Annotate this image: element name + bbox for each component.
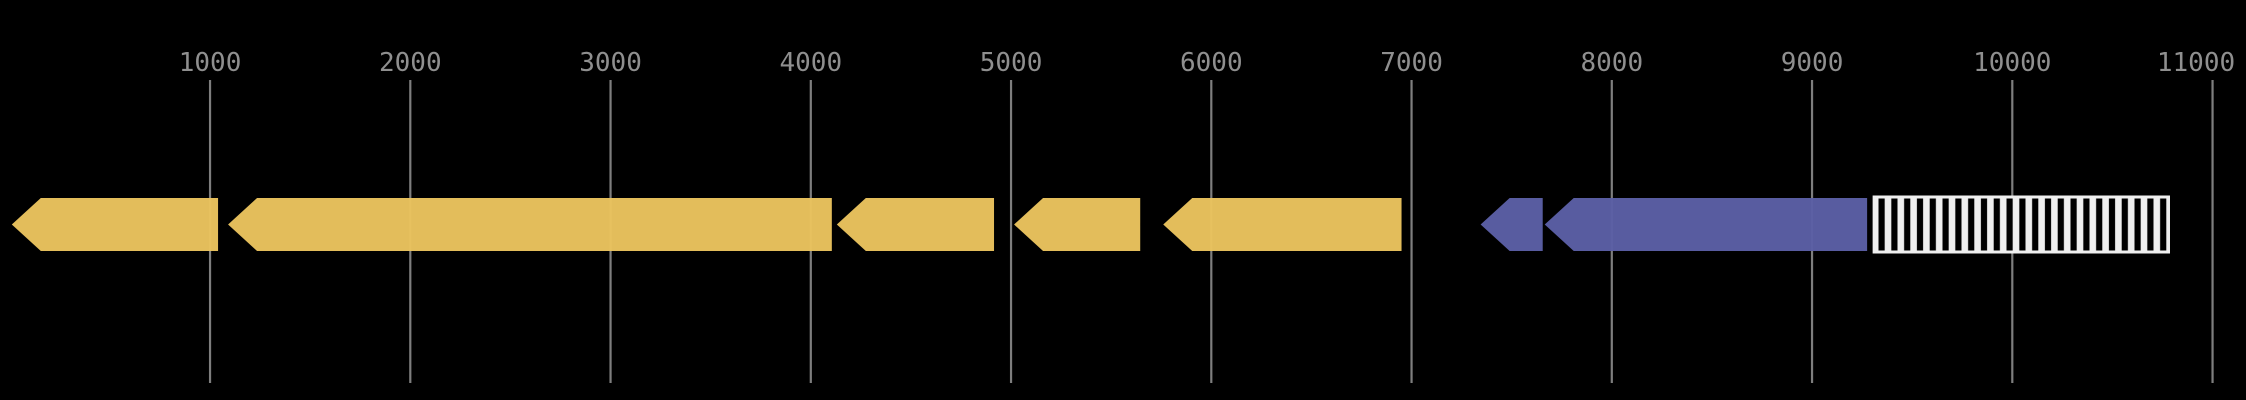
axis: 1000 2000 3000 4000 5000 6000 7000 8000 9000 1000…: [179, 48, 2235, 383]
axis-tick-label: 8000: [1580, 48, 1643, 78]
features: [11, 195, 2170, 254]
hatched-region-box: [1872, 195, 2170, 254]
axis-tick-label: 3000: [579, 48, 642, 78]
axis-tick-label: 7000: [1380, 48, 1443, 78]
axis-tick-label: 11000: [2157, 48, 2235, 78]
gene-arrow: [836, 198, 995, 251]
gene-arrow: [228, 198, 832, 251]
axis-tick-label: 10000: [1973, 48, 2051, 78]
gene-arrow: [1480, 198, 1543, 251]
gene-arrow: [1014, 198, 1141, 251]
gene-arrow: [1544, 198, 1868, 251]
axis-tick-label: 2000: [379, 48, 442, 78]
gene-arrow: [11, 198, 219, 251]
axis-tick-label: 1000: [179, 48, 242, 78]
gene-arrow: [1163, 198, 1402, 251]
axis-tick-label: 9000: [1781, 48, 1844, 78]
axis-tick-label: 4000: [779, 48, 842, 78]
axis-tick-label: 5000: [980, 48, 1043, 78]
axis-tick-label: 6000: [1180, 48, 1243, 78]
